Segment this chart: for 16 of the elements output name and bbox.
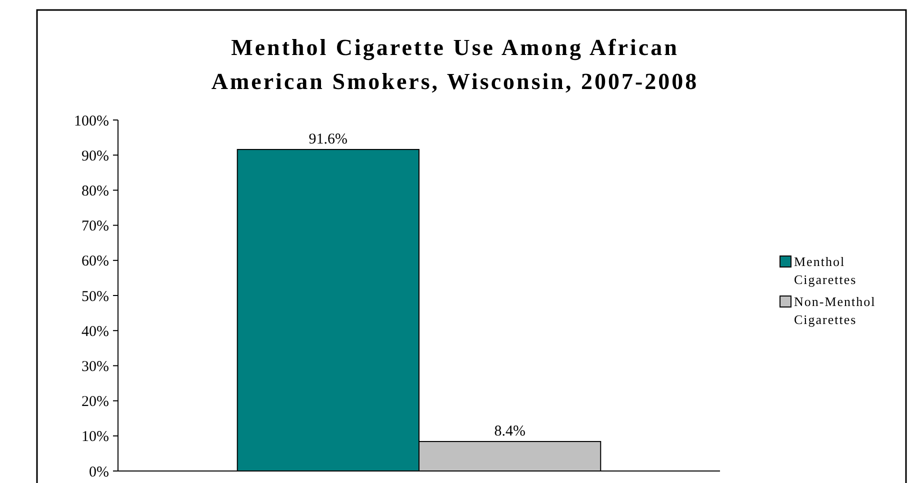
legend-label: Non-Menthol Cigarettes [794,294,876,327]
y-tick-label: 100% [74,113,109,130]
y-tick-label: 60% [82,254,109,270]
y-tick-label: 50% [82,288,109,305]
y-tick-label: 0% [89,464,109,480]
y-tick-label: 30% [82,358,109,375]
y-tick-label: 10% [82,429,109,446]
y-tick-label: 90% [82,148,109,164]
text: 8.4% [494,424,526,440]
chart-title: Menthol Cigarette Use Among African American Smokers, Wisconsin, 2007-2008 [211,35,699,94]
y-tick-label: 40% [82,324,109,340]
y-tick-label: 80% [82,183,109,200]
legend-label: Menthol Cigarettes [794,254,857,287]
y-tick-label: 20% [82,394,109,410]
text: 91.6% [308,131,348,148]
y-tick-label: 70% [82,218,109,235]
